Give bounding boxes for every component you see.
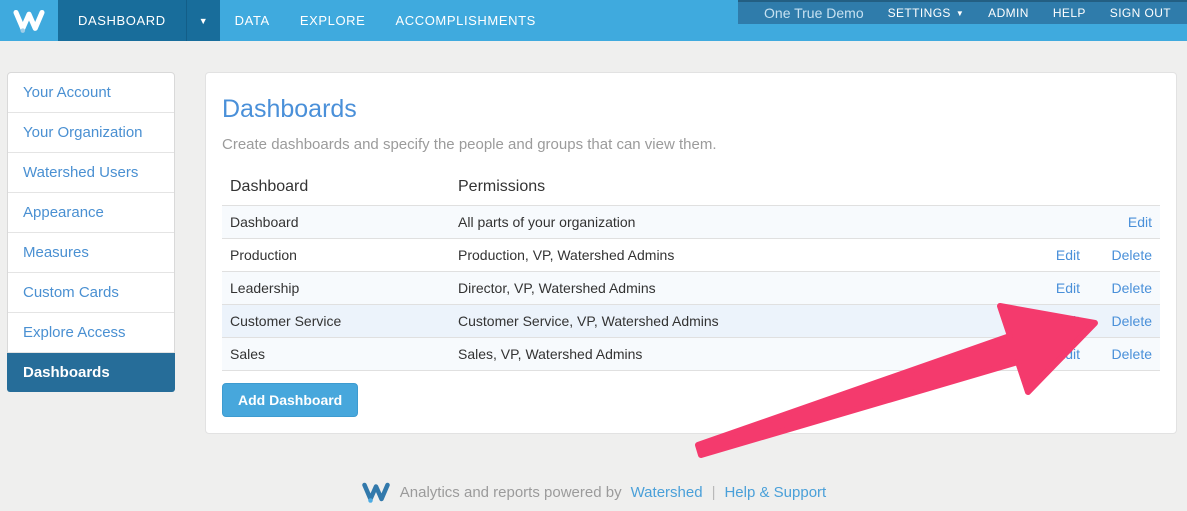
footer-separator: |	[711, 484, 716, 501]
permissions-cell: Director, VP, Watershed Admins	[450, 271, 1020, 305]
chevron-down-icon: ▼	[198, 15, 208, 26]
actions-cell	[1020, 205, 1088, 239]
org-name[interactable]: One True Demo	[764, 5, 864, 21]
dashboard-dropdown-toggle[interactable]: ▼	[185, 0, 220, 41]
sign-out-link[interactable]: SIGN OUT	[1109, 6, 1171, 20]
table-row: Production Production, VP, Watershed Adm…	[222, 238, 1160, 272]
watershed-w-icon	[13, 9, 45, 33]
actions-cell: Edit	[1020, 337, 1088, 371]
actions-cell: Edit	[1020, 271, 1088, 305]
edit-link[interactable]: Edit	[1055, 313, 1080, 329]
dashboard-name-cell: Sales	[222, 337, 450, 371]
table-row: Sales Sales, VP, Watershed Admins Edit D…	[222, 337, 1160, 371]
dashboard-name-cell: Production	[222, 238, 450, 272]
table-row: Dashboard All parts of your organization…	[222, 205, 1160, 239]
tab-accomplishments-label: ACCOMPLISHMENTS	[395, 13, 536, 28]
sidebar-item-measures[interactable]: Measures	[8, 233, 174, 273]
actions-cell: Edit	[1020, 238, 1088, 272]
tab-dashboard[interactable]: DASHBOARD	[58, 0, 186, 41]
sidebar-item-appearance[interactable]: Appearance	[8, 193, 174, 233]
page-footer: Analytics and reports powered by Watersh…	[0, 481, 1187, 504]
permissions-cell: Production, VP, Watershed Admins	[450, 238, 1020, 272]
tab-explore-label: EXPLORE	[299, 13, 366, 28]
sidebar-item-explore-access[interactable]: Explore Access	[8, 313, 174, 353]
delete-link[interactable]: Delete	[1111, 247, 1152, 263]
column-header-actions-2	[1088, 169, 1160, 206]
sidebar-item-your-account[interactable]: Your Account	[8, 73, 174, 113]
sidebar-item-custom-cards[interactable]: Custom Cards	[8, 273, 174, 313]
delete-link[interactable]: Delete	[1111, 313, 1152, 329]
settings-label: SETTINGS	[887, 6, 951, 20]
actions-cell: Delete	[1088, 304, 1160, 338]
permissions-cell: All parts of your organization	[450, 205, 1020, 239]
permissions-cell: Customer Service, VP, Watershed Admins	[450, 304, 1020, 338]
actions-cell: Edit	[1020, 304, 1088, 338]
page-subtitle: Create dashboards and specify the people…	[222, 136, 717, 153]
chevron-down-icon: ▼	[955, 8, 965, 18]
settings-menu[interactable]: SETTINGS ▼	[888, 6, 965, 20]
dashboards-table: Dashboard Permissions Dashboard All part…	[222, 169, 1160, 371]
actions-cell: Delete	[1088, 238, 1160, 272]
sidebar-item-dashboards[interactable]: Dashboards	[7, 353, 175, 392]
actions-cell: Delete	[1088, 271, 1160, 305]
sidebar-item-your-organization[interactable]: Your Organization	[8, 113, 174, 153]
sidebar-item-watershed-users[interactable]: Watershed Users	[8, 153, 174, 193]
permissions-cell: Sales, VP, Watershed Admins	[450, 337, 1020, 371]
edit-link[interactable]: Edit	[1055, 280, 1080, 296]
navbar-right-strip: One True Demo SETTINGS ▼ ADMIN HELP SIGN…	[738, 0, 1187, 24]
delete-link[interactable]: Delete	[1111, 346, 1152, 362]
edit-link[interactable]: Edit	[1127, 214, 1152, 230]
tab-data[interactable]: DATA	[220, 0, 285, 41]
watershed-link[interactable]: Watershed	[630, 484, 703, 501]
column-header-permissions: Permissions	[450, 169, 1020, 206]
edit-link[interactable]: Edit	[1055, 247, 1080, 263]
dashboard-name-cell: Dashboard	[222, 205, 450, 239]
dashboard-name-cell: Leadership	[222, 271, 450, 305]
help-link[interactable]: HELP	[1052, 6, 1086, 20]
table-row: Customer Service Customer Service, VP, W…	[222, 304, 1160, 338]
edit-link[interactable]: Edit	[1055, 346, 1080, 362]
tab-accomplishments[interactable]: ACCOMPLISHMENTS	[380, 0, 550, 41]
help-support-link[interactable]: Help & Support	[724, 484, 827, 501]
column-header-actions-1	[1020, 169, 1088, 206]
watershed-w-icon	[362, 482, 390, 503]
table-header-row: Dashboard Permissions	[222, 169, 1160, 206]
table-row: Leadership Director, VP, Watershed Admin…	[222, 271, 1160, 305]
add-dashboard-button[interactable]: Add Dashboard	[222, 383, 359, 417]
delete-link[interactable]: Delete	[1111, 280, 1152, 296]
dashboard-name-cell: Customer Service	[222, 304, 450, 338]
column-header-dashboard: Dashboard	[222, 169, 450, 206]
actions-cell: Edit	[1088, 205, 1160, 239]
top-navbar: DASHBOARD ▼ DATA EXPLORE ACCOMPLISHMENTS…	[0, 0, 1187, 41]
tab-dashboard-label: DASHBOARD	[78, 13, 166, 28]
admin-link[interactable]: ADMIN	[988, 6, 1029, 20]
footer-powered-by-text: Analytics and reports powered by	[399, 484, 622, 501]
tab-data-label: DATA	[234, 13, 270, 28]
page-title: Dashboards	[222, 95, 357, 123]
actions-cell: Delete	[1088, 337, 1160, 371]
dashboards-panel: Dashboards Create dashboards and specify…	[205, 72, 1177, 434]
tab-explore[interactable]: EXPLORE	[285, 0, 381, 41]
watershed-logo[interactable]	[0, 0, 58, 41]
settings-sidebar: Your Account Your Organization Watershed…	[7, 72, 175, 392]
page-body: Your Account Your Organization Watershed…	[0, 41, 1187, 434]
